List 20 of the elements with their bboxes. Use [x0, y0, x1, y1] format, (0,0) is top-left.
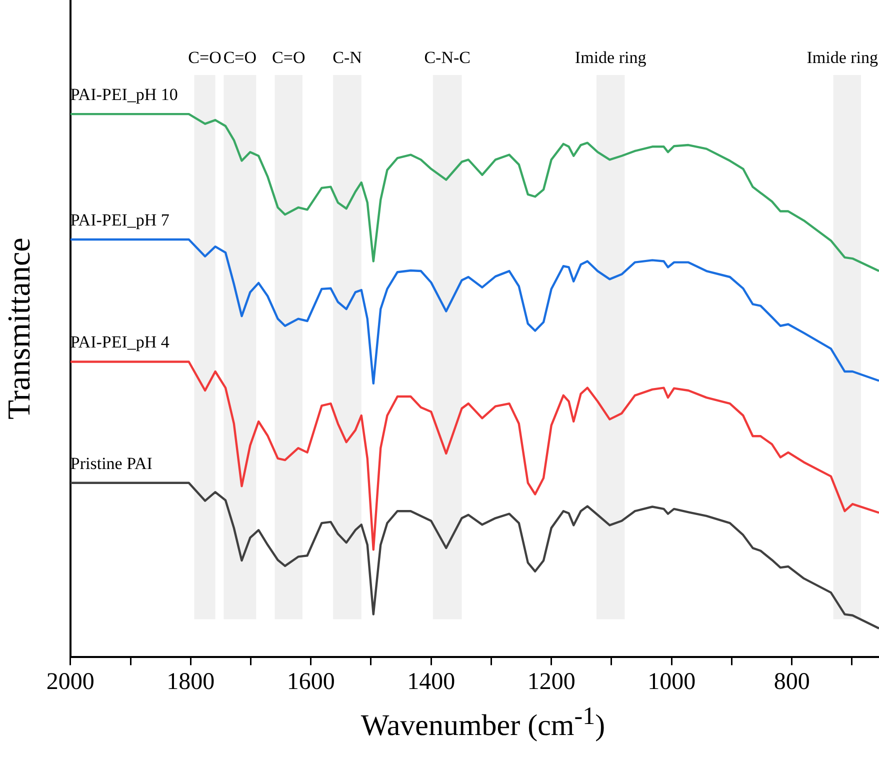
band-label: C-N — [332, 48, 362, 67]
x-tick-label: 2000 — [46, 668, 94, 695]
series-label: PAI-PEI_pH 10 — [70, 85, 178, 104]
y-axis-title: Transmittance — [0, 238, 37, 420]
x-tick-label: 1600 — [286, 668, 335, 695]
x-tick-label: 800 — [774, 668, 810, 695]
band-label: C=O — [272, 48, 306, 67]
x-tick-label: 1800 — [166, 668, 215, 695]
band-label: C=O — [223, 48, 257, 67]
band-label: Imide ring — [806, 48, 878, 67]
series-label: PAI-PEI_pH 7 — [70, 210, 170, 230]
x-tick-label: 1200 — [527, 668, 576, 695]
x-axis-title: Wavenumber (cm$^{-1}$) — [360, 703, 606, 743]
series-label: Pristine PAI — [70, 454, 153, 473]
x-tick-label: 1000 — [648, 668, 696, 695]
band-label: C=O — [188, 48, 222, 67]
series-label: PAI-PEI_pH 4 — [70, 332, 170, 352]
band-label: Imide ring — [574, 48, 647, 67]
band-label: C-N-C — [424, 48, 470, 67]
x-tick-label: 1400 — [407, 668, 456, 695]
